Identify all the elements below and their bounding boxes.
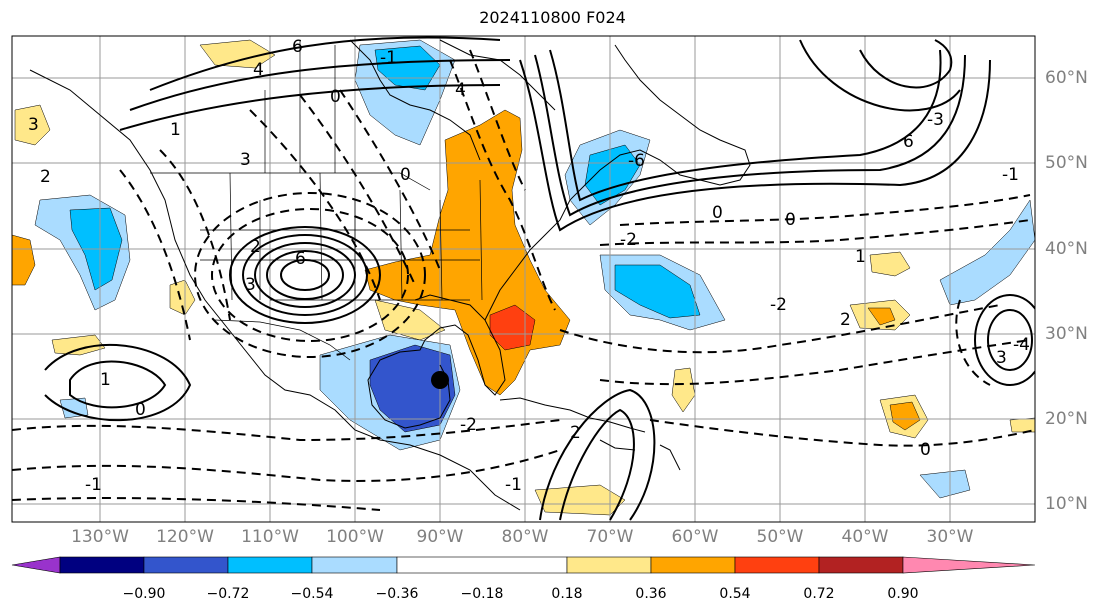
contour-label: 1 (100, 370, 111, 390)
colorbar-tick-label: 0.54 (719, 586, 751, 602)
contour-label: 2 (840, 310, 851, 330)
colorbar-tick-label: −0.18 (460, 586, 504, 602)
lon-label: 110°W (241, 527, 299, 547)
lon-label: 130°W (71, 527, 129, 547)
contour-label: 4 (455, 80, 466, 100)
colorbar-tick-label: −0.36 (375, 586, 419, 602)
warm-anomaly-region (14, 104, 51, 146)
lon-label: 40°W (841, 527, 889, 547)
warm-anomaly-region (869, 251, 911, 277)
contour-label: 0 (785, 210, 796, 230)
colorbar-cell (734, 556, 820, 574)
contour-label: -2 (770, 295, 787, 315)
warm-anomaly-region (12, 234, 36, 286)
colorbar-tick-label: 0.36 (635, 586, 667, 602)
contour-labels: 6 4 3 2 1 0 -1 0 2 3 6 -6 -2 6 -3 0 1 0 … (28, 37, 1030, 495)
contour-label: 6 (903, 132, 914, 152)
contour-label: -2 (620, 230, 637, 250)
strong-warm-region (489, 304, 536, 351)
colorbar-cell (566, 556, 652, 574)
contour-label: 3 (996, 348, 1007, 368)
cool-region (374, 45, 441, 91)
map-frame (11, 35, 1036, 523)
contour-label: -4 (1013, 335, 1030, 355)
contour-label: 6 (292, 37, 303, 57)
contour-label: 2 (570, 423, 581, 443)
contour-label: 1 (855, 247, 866, 267)
colorbar-cell (902, 556, 1036, 574)
contour-label: -1 (505, 475, 522, 495)
contour-label: 2 (250, 237, 261, 257)
colorbar-cell (396, 556, 568, 574)
lon-label: 100°W (326, 527, 384, 547)
colorbar-tick-label: −0.72 (206, 586, 250, 602)
colorbar-cell (227, 556, 313, 574)
coastlines (29, 39, 751, 511)
colorbar-tick-label: −0.90 (122, 586, 166, 602)
contour-label: 3 (245, 275, 256, 295)
lon-label: 50°W (756, 527, 804, 547)
colorbar-cell (11, 556, 61, 574)
warm-anomaly-region (199, 39, 276, 69)
colorbar-cell (143, 556, 229, 574)
colorbar-cell (59, 556, 145, 574)
cool-region (614, 264, 701, 319)
lat-label: 10°N (1045, 494, 1088, 514)
colorbar-tick-label: 0.72 (803, 586, 835, 602)
lon-label: 30°W (926, 527, 974, 547)
lon-label: 60°W (671, 527, 719, 547)
contour-label: -1 (85, 475, 102, 495)
colorbar-cell (818, 556, 904, 574)
colorbar-tick-label: 0.90 (887, 586, 919, 602)
contour-label: 3 (28, 115, 39, 135)
contour-label: 0 (712, 203, 723, 223)
map-title: 2024110800 F024 (479, 8, 626, 27)
contour-label: 4 (253, 60, 264, 80)
contour-label: 0 (400, 165, 411, 185)
dashed-contours (12, 49, 1035, 511)
lat-label: 60°N (1045, 68, 1088, 88)
warm-anomaly-region (169, 279, 196, 316)
colorbar-tick-label: −0.54 (290, 586, 334, 602)
contour-label: -3 (927, 110, 944, 130)
contour-label: 0 (135, 400, 146, 420)
colorbar-cell (311, 556, 398, 574)
contour-label: 0 (920, 440, 931, 460)
warm-anomaly-region (374, 299, 446, 341)
colorbar-tick-label: 0.18 (551, 586, 583, 602)
lon-label: 90°W (416, 527, 464, 547)
contours (44, 36, 1035, 521)
warm-anomaly-region (867, 307, 896, 326)
contour-label: 6 (295, 249, 306, 269)
contour-label: 3 (240, 150, 251, 170)
colorbar (11, 556, 1036, 574)
contour-label: -1 (1002, 165, 1019, 185)
contour-label: -6 (628, 151, 645, 171)
lat-label: 50°N (1045, 153, 1088, 173)
contour-label: -2 (460, 415, 477, 435)
colorbar-cell (650, 556, 736, 574)
lon-label: 80°W (501, 527, 549, 547)
lon-label: 120°W (156, 527, 214, 547)
contour-label: -1 (380, 48, 397, 68)
center-dot (431, 371, 449, 389)
lon-label: 70°W (586, 527, 634, 547)
contour-label: 0 (330, 87, 341, 107)
warm-anomaly-region (51, 334, 106, 356)
contour-label: 1 (170, 120, 181, 140)
warm-anomaly-region (671, 367, 696, 413)
contour-label: 2 (40, 167, 51, 187)
lat-label: 40°N (1045, 239, 1088, 259)
lat-label: 20°N (1045, 409, 1088, 429)
lat-label: 30°N (1045, 324, 1088, 344)
